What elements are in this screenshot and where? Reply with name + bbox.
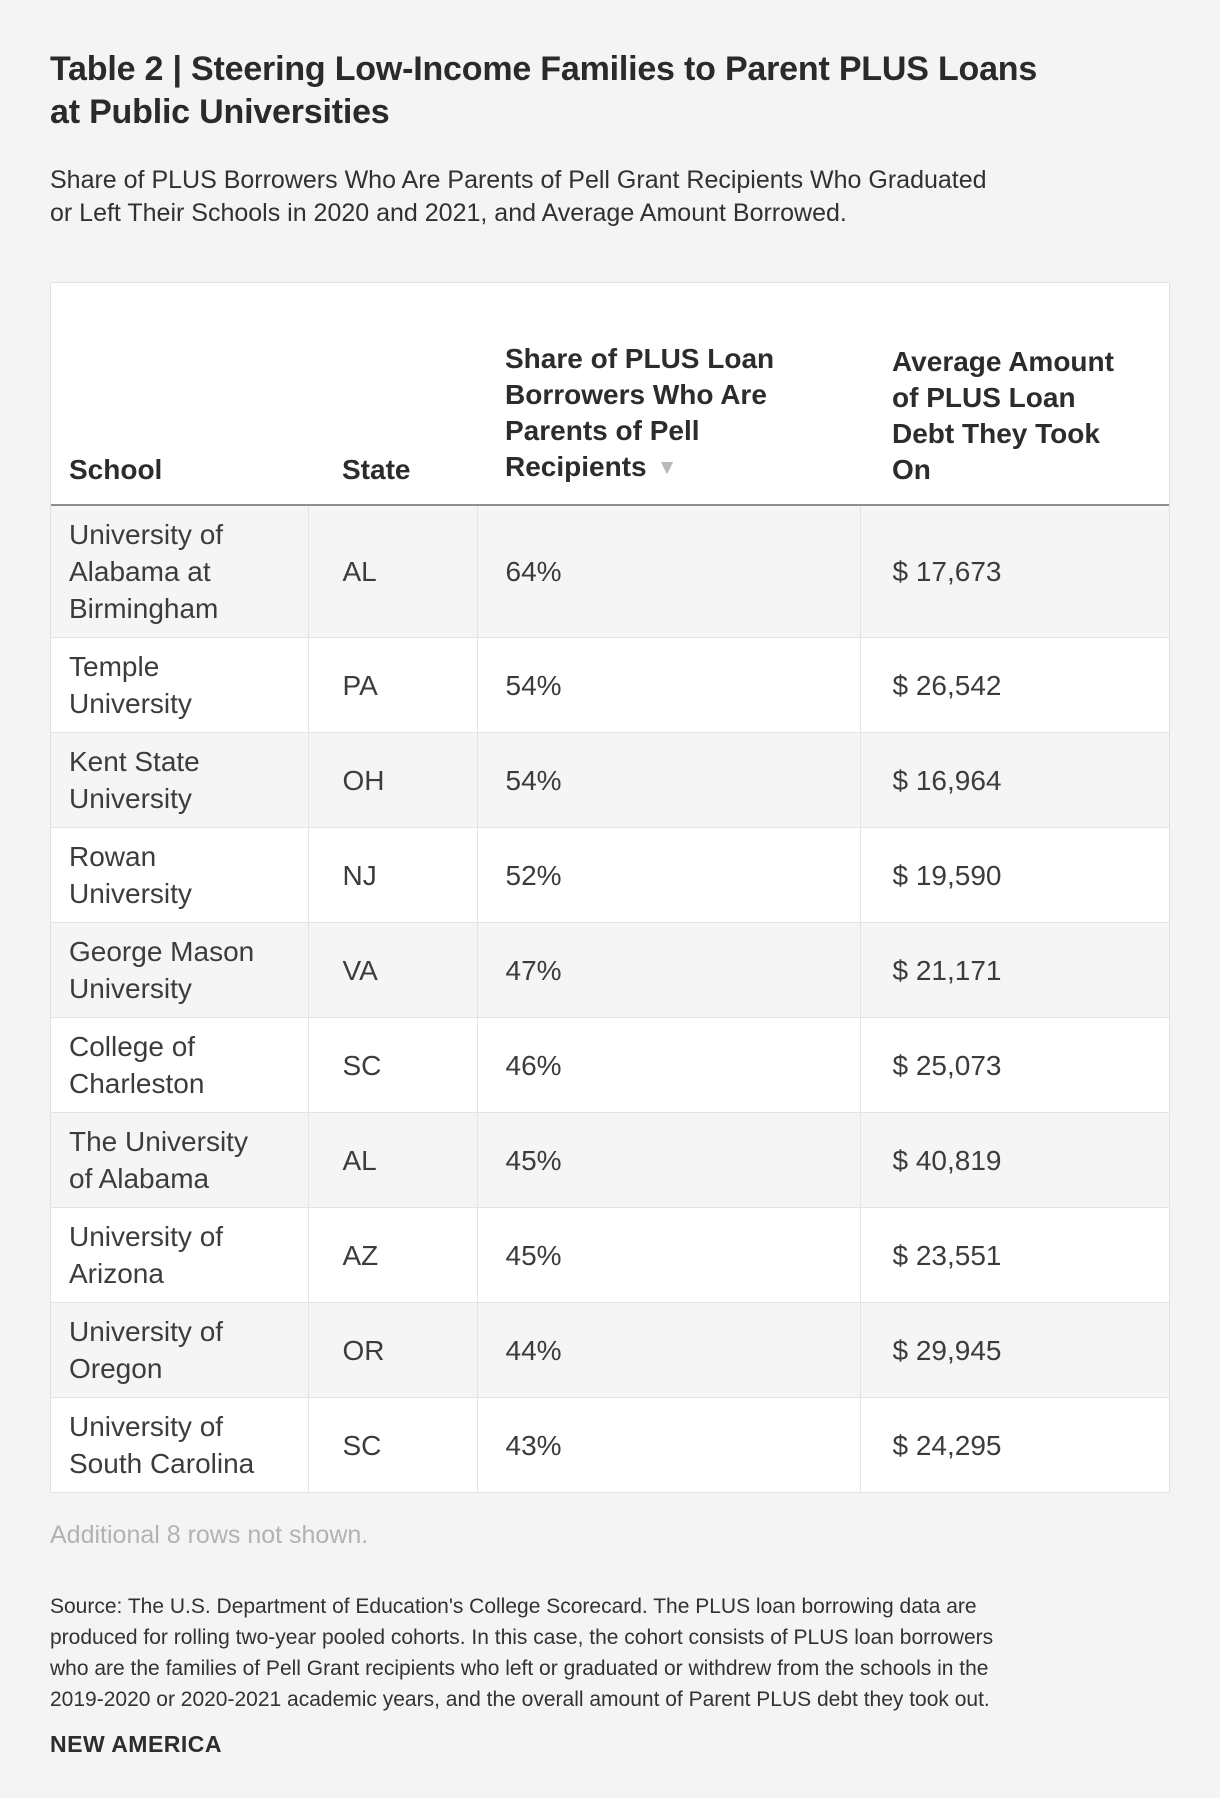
table-row: University of Arizona AZ 45% $ 23,551 [51, 1207, 1169, 1303]
column-header-share-label: Share of PLUS Loan Borrowers Who Are Par… [505, 343, 775, 482]
school-cell: Kent State University [51, 732, 308, 828]
amount-cell: $ 21,171 [859, 922, 1169, 1018]
page-title: Table 2 | Steering Low-Income Families t… [50, 50, 1038, 131]
share-cell: 45% [476, 1112, 860, 1208]
data-table-container: School State Share of PLUS Loan Borrower… [50, 282, 1170, 1493]
state-cell: AZ [307, 1207, 477, 1303]
share-cell: 43% [476, 1397, 860, 1492]
school-cell: University of Alabama at Birmingham [69, 519, 224, 624]
brand-mark: NEW AMERICA [50, 1731, 223, 1757]
column-header-amount-label: Average Amount of PLUS Loan Debt They To… [892, 346, 1114, 485]
state-cell: AL [307, 1112, 477, 1208]
column-header-school-label: School [69, 454, 163, 485]
share-cell: 45% [476, 1207, 860, 1303]
state-cell: SC [307, 1397, 477, 1492]
state-cell: AL [307, 505, 477, 638]
state-cell: VA [307, 922, 477, 1018]
share-cell: 47% [476, 922, 860, 1018]
amount-cell: $ 24,295 [859, 1397, 1169, 1492]
school-cell: College of Charleston [51, 1017, 308, 1113]
page-subtitle: Share of PLUS Borrowers Who Are Parents … [50, 166, 987, 227]
share-cell: 46% [476, 1017, 860, 1113]
state-cell: OH [307, 732, 477, 828]
school-cell: University of Arizona [51, 1207, 308, 1303]
source-note: Source: The U.S. Department of Education… [50, 1595, 994, 1711]
school-cell: University of Oregon [51, 1302, 308, 1398]
table-row: Rowan University NJ 52% $ 19,590 [51, 827, 1169, 923]
column-header-share[interactable]: Share of PLUS Loan Borrowers Who Are Par… [477, 283, 860, 506]
data-table: School State Share of PLUS Loan Borrower… [51, 283, 1169, 1492]
amount-cell: $ 40,819 [859, 1112, 1169, 1208]
table-row: Temple University PA 54% $ 26,542 [51, 637, 1169, 733]
amount-cell: $ 16,964 [859, 732, 1169, 828]
school-cell: George Mason University [51, 922, 308, 1018]
state-cell: SC [307, 1017, 477, 1113]
rows-not-shown-note: Additional 8 rows not shown. [50, 1521, 369, 1549]
state-cell: PA [307, 637, 477, 733]
table-row: The University of Alabama AL 45% $ 40,81… [51, 1112, 1169, 1208]
amount-cell: $ 23,551 [859, 1207, 1169, 1303]
column-header-amount[interactable]: Average Amount of PLUS Loan Debt They To… [860, 283, 1169, 506]
share-cell: 52% [476, 827, 860, 923]
column-header-school[interactable]: School [51, 283, 308, 506]
school-cell: Rowan University [51, 827, 308, 923]
table-header-row: School State Share of PLUS Loan Borrower… [51, 283, 1169, 506]
school-cell: Temple University [51, 637, 308, 733]
table-row: University of South Carolina SC 43% $ 24… [51, 1397, 1169, 1492]
amount-cell: $ 29,945 [859, 1302, 1169, 1398]
school-cell: University of South Carolina [51, 1397, 308, 1492]
table-row: College of Charleston SC 46% $ 25,073 [51, 1017, 1169, 1113]
amount-cell: $ 26,542 [859, 637, 1169, 733]
share-cell: 44% [476, 1302, 860, 1398]
share-cell: 54% [476, 732, 860, 828]
table-row: Kent State University OH 54% $ 16,964 [51, 732, 1169, 828]
table-row: George Mason University VA 47% $ 21,171 [51, 922, 1169, 1018]
table-row: University of Oregon OR 44% $ 29,945 [51, 1302, 1169, 1398]
amount-cell: $ 25,073 [859, 1017, 1169, 1113]
column-header-state[interactable]: State [308, 283, 477, 506]
state-cell: OR [307, 1302, 477, 1398]
state-cell: NJ [307, 827, 477, 923]
table-row: University of Alabama at Birmingham AL 6… [51, 505, 1169, 638]
amount-cell: $ 17,673 [859, 505, 1169, 638]
amount-cell: $ 19,590 [859, 827, 1169, 923]
share-cell: 64% [476, 505, 860, 638]
column-header-state-label: State [342, 454, 411, 485]
share-cell: 54% [476, 637, 860, 733]
school-cell: The University of Alabama [51, 1112, 308, 1208]
sort-descending-icon: ▼ [656, 456, 678, 479]
